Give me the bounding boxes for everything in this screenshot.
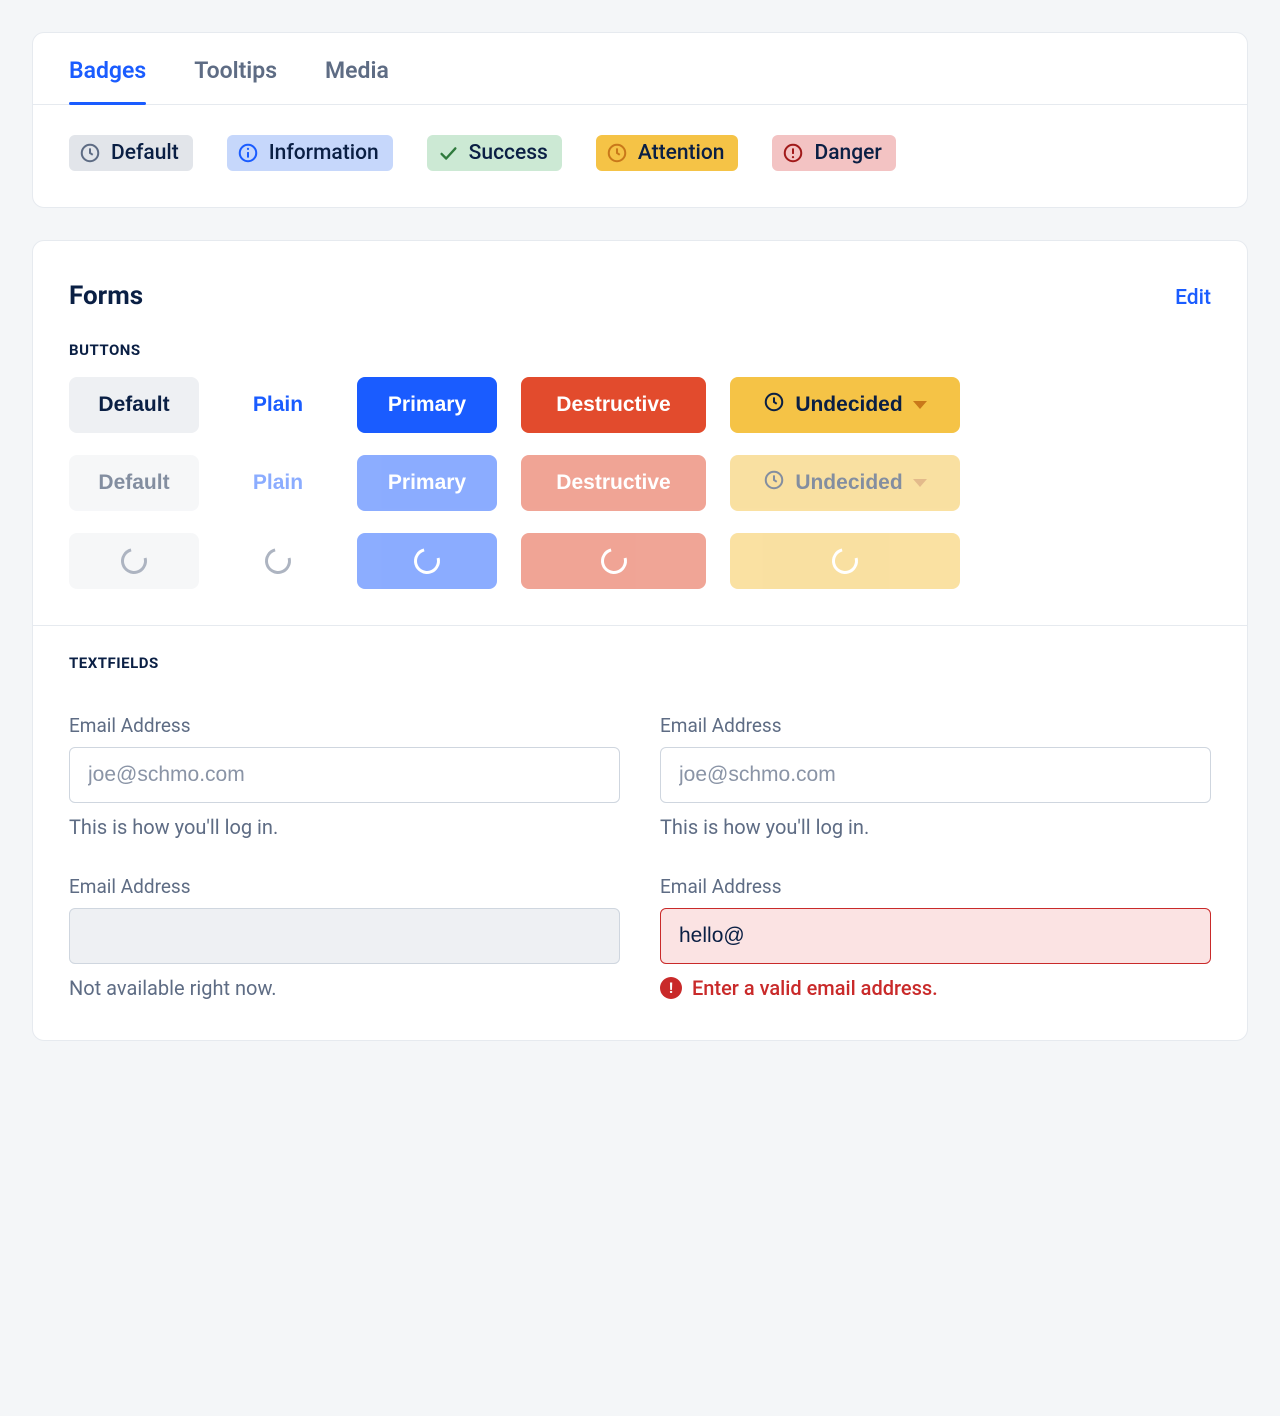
spinner-icon: [596, 543, 632, 579]
clock-icon: [606, 142, 628, 164]
email-input-error[interactable]: [660, 908, 1211, 964]
button-undecided-loading: [730, 533, 960, 589]
button-undecided-disabled: Undecided: [730, 455, 960, 511]
button-default[interactable]: Default: [69, 377, 199, 433]
help-text: This is how you'll log in.: [69, 815, 620, 839]
badge-danger: Danger: [772, 135, 895, 171]
email-input[interactable]: [660, 747, 1211, 803]
chevron-down-icon: [913, 479, 927, 487]
field-email-disabled: Email Address Not available right now.: [69, 875, 620, 1000]
badge-success: Success: [427, 135, 562, 171]
badge-information: Information: [227, 135, 393, 171]
help-text: This is how you'll log in.: [660, 815, 1211, 839]
button-undecided[interactable]: Undecided: [730, 377, 960, 433]
error-message: Enter a valid email address.: [692, 976, 938, 1000]
field-email-2: Email Address This is how you'll log in.: [660, 714, 1211, 839]
error-text: ! Enter a valid email address.: [660, 976, 1211, 1000]
field-label: Email Address: [69, 714, 620, 737]
field-label: Email Address: [660, 875, 1211, 898]
button-primary[interactable]: Primary: [357, 377, 497, 433]
error-icon: !: [660, 977, 682, 999]
tab-badges[interactable]: Badges: [69, 57, 146, 104]
button-plain[interactable]: Plain: [223, 377, 333, 433]
badges-card: Badges Tooltips Media Default Informatio…: [32, 32, 1248, 208]
clock-icon: [763, 469, 785, 497]
badge-attention: Attention: [596, 135, 739, 171]
field-label: Email Address: [69, 875, 620, 898]
clock-icon: [79, 142, 101, 164]
button-default-loading: [69, 533, 199, 589]
badge-default: Default: [69, 135, 193, 171]
badges-row: Default Information Success Attention Da: [33, 105, 1247, 207]
field-email-1: Email Address This is how you'll log in.: [69, 714, 620, 839]
check-icon: [437, 142, 459, 164]
badge-label: Information: [269, 141, 379, 165]
spinner-icon: [827, 543, 863, 579]
button-primary-disabled: Primary: [357, 455, 497, 511]
button-plain-disabled: Plain: [223, 455, 333, 511]
badge-label: Success: [469, 141, 548, 165]
tab-media[interactable]: Media: [325, 57, 389, 104]
field-email-error: Email Address ! Enter a valid email addr…: [660, 875, 1211, 1000]
alert-icon: [782, 142, 804, 164]
button-label: Undecided: [795, 393, 902, 417]
chevron-down-icon: [913, 401, 927, 409]
info-icon: [237, 142, 259, 164]
spinner-icon: [260, 543, 296, 579]
spinner-icon: [116, 543, 152, 579]
field-label: Email Address: [660, 714, 1211, 737]
badge-label: Default: [111, 141, 179, 165]
spinner-icon: [409, 543, 445, 579]
textfields-heading: TEXTFIELDS: [33, 626, 1247, 690]
edit-link[interactable]: Edit: [1175, 286, 1211, 310]
forms-card: Forms Edit BUTTONS Default Plain Primary…: [32, 240, 1248, 1041]
forms-title: Forms: [69, 281, 143, 311]
button-destructive-disabled: Destructive: [521, 455, 706, 511]
badge-label: Attention: [638, 141, 725, 165]
textfields-grid: Email Address This is how you'll log in.…: [33, 690, 1247, 1040]
clock-icon: [763, 391, 785, 419]
tabs: Badges Tooltips Media: [33, 33, 1247, 105]
badge-label: Danger: [814, 141, 881, 165]
button-primary-loading: [357, 533, 497, 589]
help-text: Not available right now.: [69, 976, 620, 1000]
button-default-disabled: Default: [69, 455, 199, 511]
email-input-disabled: [69, 908, 620, 964]
button-plain-loading: [223, 533, 333, 589]
email-input[interactable]: [69, 747, 620, 803]
forms-header: Forms Edit: [33, 241, 1247, 331]
button-destructive[interactable]: Destructive: [521, 377, 706, 433]
button-label: Undecided: [795, 471, 902, 495]
buttons-grid: Default Plain Primary Destructive Undeci…: [33, 377, 1247, 625]
tab-tooltips[interactable]: Tooltips: [194, 57, 277, 104]
buttons-heading: BUTTONS: [33, 331, 1247, 377]
button-destructive-loading: [521, 533, 706, 589]
